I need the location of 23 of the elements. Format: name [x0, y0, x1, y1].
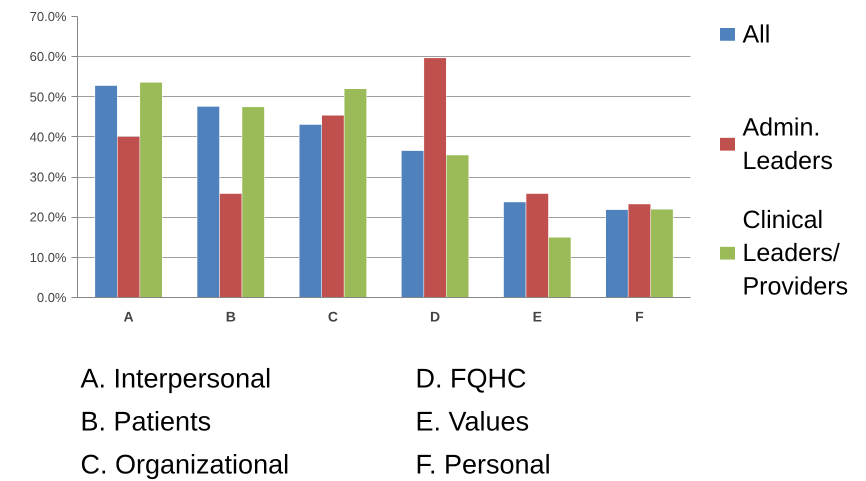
y-tick-label: 60.0%: [30, 49, 67, 64]
y-tick-label: 20.0%: [30, 210, 67, 225]
y-tick-label: 10.0%: [30, 250, 67, 265]
text: E. Values: [416, 406, 530, 436]
y-tick-label: 40.0%: [30, 129, 67, 144]
text: A. Interpersonal: [80, 364, 272, 394]
y-tick-label: 30.0%: [30, 170, 67, 185]
x-tick-label: B: [226, 308, 236, 324]
x-tick-label: F: [635, 308, 644, 324]
y-tick-label: 50.0%: [30, 89, 67, 104]
text: B. Patients: [80, 406, 212, 436]
x-tick-label: C: [328, 308, 338, 324]
legend-label: Admin. Leaders: [742, 114, 833, 175]
y-tick-label: 0.0%: [36, 290, 67, 305]
legend-label: Clinical Leaders/ Providers: [742, 206, 848, 300]
x-tick-label: A: [124, 308, 134, 324]
text: F. Personal: [416, 450, 551, 480]
x-tick-label: D: [430, 308, 440, 324]
text: C. Organizational: [80, 450, 290, 480]
x-tick-label: E: [532, 308, 542, 324]
y-tick-label: 70.0%: [30, 9, 67, 24]
legend-label: All: [742, 20, 770, 48]
text: D. FQHC: [416, 364, 526, 394]
